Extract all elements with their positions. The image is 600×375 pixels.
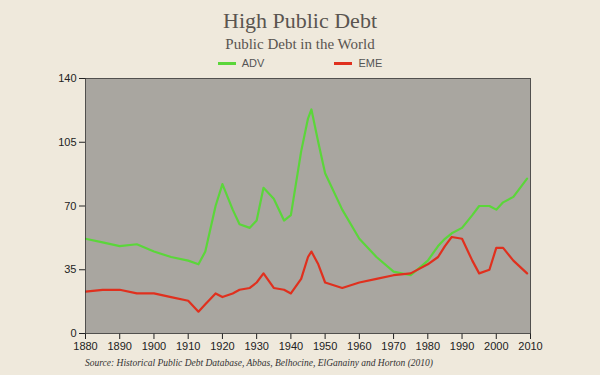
svg-text:1950: 1950 <box>313 340 337 352</box>
svg-text:105: 105 <box>58 136 76 148</box>
svg-text:70: 70 <box>64 200 76 212</box>
html-text:EME: EME <box>358 57 383 69</box>
svg-text:140: 140 <box>58 72 76 84</box>
html-text:Public Debt in the World: Public Debt in the World <box>225 36 375 52</box>
svg-text:1900: 1900 <box>142 340 166 352</box>
svg-text:2000: 2000 <box>484 340 508 352</box>
svg-text:1920: 1920 <box>210 340 234 352</box>
html-text:ADV: ADV <box>241 57 265 69</box>
svg-text:2010: 2010 <box>518 340 542 352</box>
svg-text:1890: 1890 <box>107 340 131 352</box>
html-text:High Public Debt: High Public Debt <box>223 8 377 33</box>
svg-text:1960: 1960 <box>347 340 371 352</box>
svg-text:1990: 1990 <box>450 340 474 352</box>
svg-text:1910: 1910 <box>176 340 200 352</box>
svg-text:1940: 1940 <box>279 340 303 352</box>
svg-text:0: 0 <box>70 327 76 339</box>
svg-text:1880: 1880 <box>73 340 97 352</box>
html-text:Source: Historical Public Debt: Source: Historical Public Debt Database,… <box>85 358 433 368</box>
svg-text:1980: 1980 <box>416 340 440 352</box>
svg-text:35: 35 <box>64 263 76 275</box>
svg-text:1970: 1970 <box>381 340 405 352</box>
svg-text:1930: 1930 <box>244 340 268 352</box>
